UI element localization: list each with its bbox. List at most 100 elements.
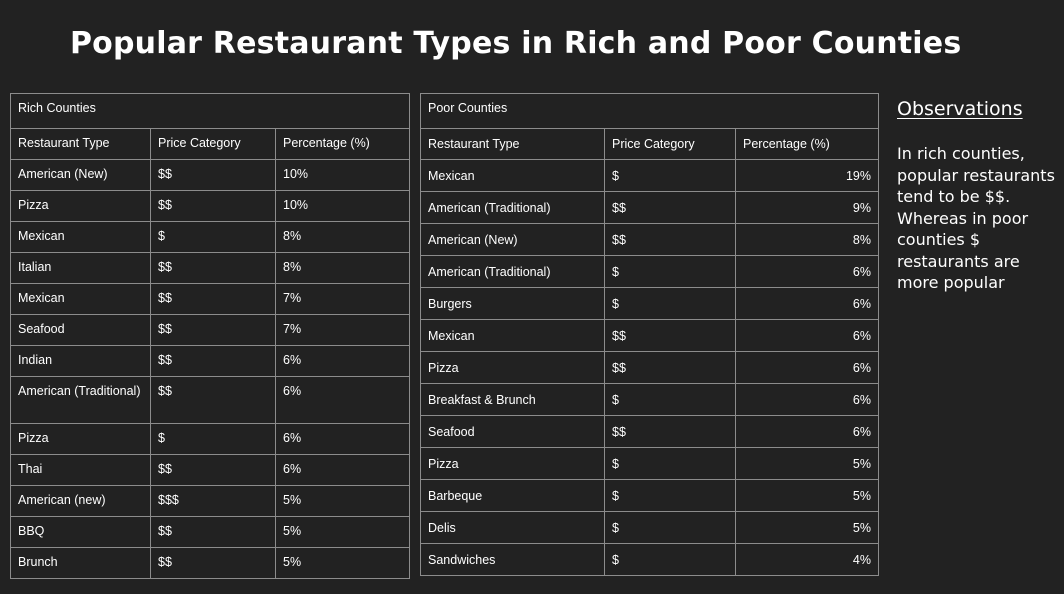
rich-cell-restaurant-type: Pizza bbox=[10, 190, 151, 222]
table-row: Mexican $$ 7% bbox=[10, 283, 411, 315]
poor-cell-percentage: 5% bbox=[735, 479, 879, 512]
poor-cell-restaurant-type: Mexican bbox=[420, 159, 605, 192]
rich-cell-restaurant-type: Pizza bbox=[10, 423, 151, 455]
rich-cell-restaurant-type: American (New) bbox=[10, 159, 151, 191]
rich-cell-restaurant-type: Brunch bbox=[10, 547, 151, 579]
rich-cell-price-category: $$ bbox=[150, 345, 276, 377]
table-row: Barbeque $ 5% bbox=[420, 479, 879, 512]
rich-cell-price-category: $$ bbox=[150, 159, 276, 191]
table-row: Mexican $$ 6% bbox=[420, 319, 879, 352]
poor-cell-price-category: $ bbox=[604, 447, 736, 480]
poor-header-percentage: Percentage (%) bbox=[735, 128, 879, 160]
rich-cell-percentage: 5% bbox=[274, 547, 411, 579]
rich-header-percentage: Percentage (%) bbox=[274, 128, 411, 160]
poor-cell-price-category: $ bbox=[604, 159, 736, 192]
poor-cell-percentage: 6% bbox=[735, 287, 879, 320]
table-row: Breakfast & Brunch $ 6% bbox=[420, 383, 879, 416]
poor-cell-percentage: 6% bbox=[735, 319, 879, 352]
table-row: Pizza $$ 10% bbox=[10, 190, 411, 222]
poor-cell-price-category: $ bbox=[604, 255, 736, 288]
rich-cell-price-category: $$$ bbox=[150, 485, 276, 517]
rich-cell-percentage: 6% bbox=[274, 376, 411, 424]
table-row: Indian $$ 6% bbox=[10, 345, 411, 377]
rich-header-restaurant-type: Restaurant Type bbox=[10, 128, 151, 160]
table-row: American (New) $$ 8% bbox=[420, 223, 879, 256]
poor-cell-percentage: 6% bbox=[735, 255, 879, 288]
table-row: American (Traditional) $$ 9% bbox=[420, 191, 879, 224]
rich-cell-restaurant-type: American (new) bbox=[10, 485, 151, 517]
table-row: Italian $$ 8% bbox=[10, 252, 411, 284]
poor-cell-percentage: 6% bbox=[735, 383, 879, 416]
rich-cell-price-category: $$ bbox=[150, 283, 276, 315]
observations-text: In rich counties, popular restaurants te… bbox=[897, 144, 1055, 292]
poor-cell-price-category: $$ bbox=[604, 223, 736, 256]
table-row: Delis $ 5% bbox=[420, 511, 879, 544]
poor-cell-price-category: $$ bbox=[604, 351, 736, 384]
poor-cell-price-category: $$ bbox=[604, 415, 736, 448]
poor-cell-restaurant-type: Delis bbox=[420, 511, 605, 544]
poor-cell-price-category: $ bbox=[604, 287, 736, 320]
table-row: American (Traditional) $$ 6% bbox=[10, 376, 411, 424]
poor-header-price-category: Price Category bbox=[604, 128, 736, 160]
poor-cell-price-category: $ bbox=[604, 383, 736, 416]
poor-table-body: Mexican $ 19% American (Traditional) $$ … bbox=[420, 159, 879, 576]
table-row: BBQ $$ 5% bbox=[10, 516, 411, 548]
table-row: Burgers $ 6% bbox=[420, 287, 879, 320]
poor-cell-percentage: 5% bbox=[735, 511, 879, 544]
table-row: Pizza $ 5% bbox=[420, 447, 879, 480]
observations-heading: Observations bbox=[897, 98, 1023, 120]
poor-cell-restaurant-type: Mexican bbox=[420, 319, 605, 352]
table-row: Pizza $ 6% bbox=[10, 423, 411, 455]
rich-cell-percentage: 6% bbox=[274, 454, 411, 486]
poor-cell-restaurant-type: Pizza bbox=[420, 351, 605, 384]
table-row: Sandwiches $ 4% bbox=[420, 543, 879, 576]
rich-cell-percentage: 7% bbox=[274, 314, 411, 346]
poor-header-restaurant-type: Restaurant Type bbox=[420, 128, 605, 160]
poor-cell-restaurant-type: American (New) bbox=[420, 223, 605, 256]
table-row: American (Traditional) $ 6% bbox=[420, 255, 879, 288]
poor-cell-restaurant-type: Barbeque bbox=[420, 479, 605, 512]
table-row: Thai $$ 6% bbox=[10, 454, 411, 486]
rich-cell-price-category: $$ bbox=[150, 454, 276, 486]
poor-cell-percentage: 19% bbox=[735, 159, 879, 192]
page-title: Popular Restaurant Types in Rich and Poo… bbox=[70, 26, 962, 61]
poor-cell-price-category: $ bbox=[604, 543, 736, 576]
table-row: American (New) $$ 10% bbox=[10, 159, 411, 191]
rich-counties-caption: Rich Counties bbox=[9, 93, 411, 129]
poor-cell-restaurant-type: Pizza bbox=[420, 447, 605, 480]
poor-cell-price-category: $ bbox=[604, 511, 736, 544]
rich-cell-percentage: 10% bbox=[274, 190, 411, 222]
rich-cell-percentage: 6% bbox=[274, 423, 411, 455]
poor-cell-percentage: 5% bbox=[735, 447, 879, 480]
rich-cell-price-category: $$ bbox=[150, 252, 276, 284]
rich-cell-restaurant-type: American (Traditional) bbox=[10, 376, 151, 424]
poor-cell-restaurant-type: American (Traditional) bbox=[420, 191, 605, 224]
table-row: Mexican $ 19% bbox=[420, 159, 879, 192]
table-row: Brunch $$ 5% bbox=[10, 547, 411, 579]
poor-cell-price-category: $$ bbox=[604, 319, 736, 352]
rich-cell-percentage: 10% bbox=[274, 159, 411, 191]
poor-cell-restaurant-type: Burgers bbox=[420, 287, 605, 320]
rich-cell-percentage: 8% bbox=[274, 252, 411, 284]
rich-cell-price-category: $$ bbox=[150, 314, 276, 346]
rich-cell-restaurant-type: Italian bbox=[10, 252, 151, 284]
poor-cell-percentage: 6% bbox=[735, 415, 879, 448]
table-row: Mexican $ 8% bbox=[10, 221, 411, 253]
rich-cell-restaurant-type: Mexican bbox=[10, 283, 151, 315]
rich-cell-restaurant-type: Indian bbox=[10, 345, 151, 377]
poor-cell-price-category: $ bbox=[604, 479, 736, 512]
poor-cell-percentage: 6% bbox=[735, 351, 879, 384]
poor-cell-percentage: 9% bbox=[735, 191, 879, 224]
poor-cell-restaurant-type: Seafood bbox=[420, 415, 605, 448]
rich-cell-percentage: 5% bbox=[274, 485, 411, 517]
table-row: Seafood $$ 6% bbox=[420, 415, 879, 448]
rich-table-body: American (New) $$ 10% Pizza $$ 10% Mexic… bbox=[10, 159, 411, 579]
rich-cell-restaurant-type: Thai bbox=[10, 454, 151, 486]
rich-cell-price-category: $ bbox=[150, 221, 276, 253]
rich-cell-percentage: 5% bbox=[274, 516, 411, 548]
poor-cell-restaurant-type: American (Traditional) bbox=[420, 255, 605, 288]
rich-header-price-category: Price Category bbox=[150, 128, 276, 160]
rich-cell-percentage: 7% bbox=[274, 283, 411, 315]
table-row: Pizza $$ 6% bbox=[420, 351, 879, 384]
rich-cell-percentage: 8% bbox=[274, 221, 411, 253]
